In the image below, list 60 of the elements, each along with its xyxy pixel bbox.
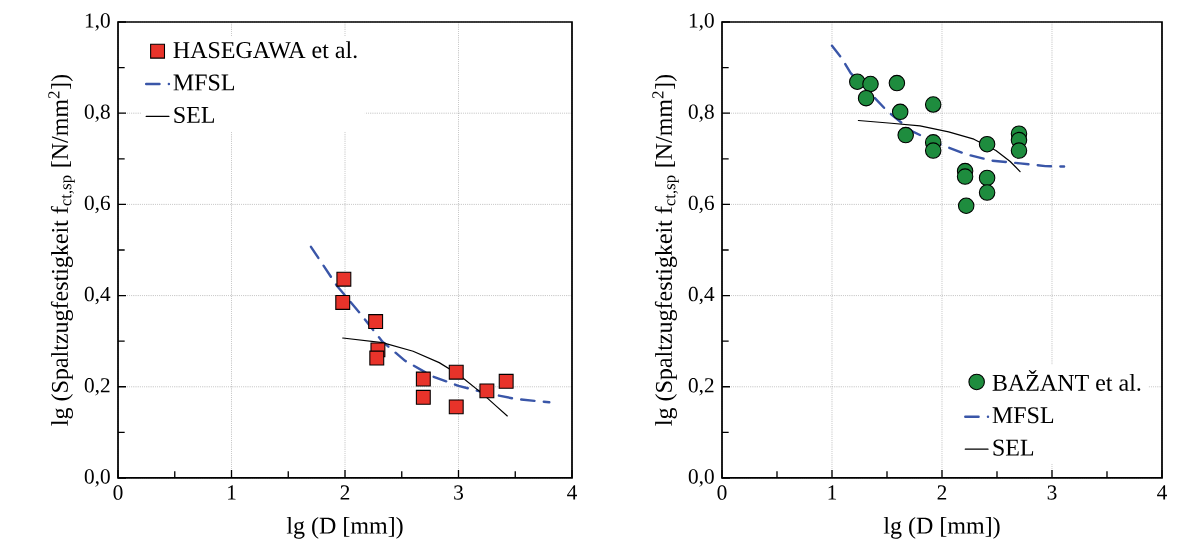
point	[956, 168, 974, 185]
x-tick-label: 4	[567, 485, 577, 500]
x-tick-label: 3	[454, 485, 463, 500]
y-axis-title: lg (Spaltzugfestigkeit f$_{ct,sp}$ [N/mm$^{2}$])	[652, 74, 679, 426]
point	[448, 364, 464, 380]
point	[857, 89, 875, 107]
point	[335, 294, 351, 310]
point	[891, 103, 909, 121]
y-tick-label: 0,6	[688, 195, 714, 214]
legend-label: HASEGAWA et al.	[173, 41, 357, 59]
x-tick-label: 3	[1047, 485, 1057, 500]
y-tick-label: 1,0	[689, 13, 714, 31]
point	[897, 126, 914, 144]
point	[368, 314, 384, 330]
line-series	[857, 119, 1021, 173]
point	[849, 73, 866, 90]
y-axis-title: lg (Spaltzugfestigkeit f$_{ct,sp}$ [N/mm$^{2}$])	[48, 74, 75, 426]
line-series	[309, 245, 551, 404]
x-axis-title: lg (D [mm])	[883, 516, 1000, 539]
point	[498, 373, 514, 389]
x-tick-label: 2	[937, 485, 947, 500]
point	[957, 197, 975, 215]
point	[369, 350, 385, 366]
legend-label: SEL	[993, 439, 1034, 456]
y-tick-label: 0,8	[84, 104, 110, 122]
point	[888, 74, 906, 92]
point	[978, 184, 996, 201]
point	[924, 142, 942, 159]
point	[479, 383, 495, 399]
y-tick-label: 0,8	[688, 104, 714, 122]
x-tick-label: 0	[113, 485, 123, 500]
y-tick-label: 0,6	[84, 195, 110, 214]
x-axis-title: lg (D [mm])	[286, 516, 403, 539]
point	[978, 135, 996, 153]
y-tick-label: 0,2	[688, 378, 714, 396]
point	[924, 96, 942, 113]
point	[978, 169, 996, 187]
point	[415, 371, 431, 387]
y-tick-label: 0,2	[84, 378, 110, 396]
point	[1010, 142, 1028, 159]
legend-label: BAŽANT et al.	[992, 370, 1141, 391]
legend-label: MFSL	[173, 74, 235, 91]
x-tick-label: 4	[1157, 485, 1167, 500]
x-tick-label: 1	[828, 485, 837, 500]
x-tick-label: 0	[717, 485, 727, 500]
legend-label: SEL	[174, 106, 215, 123]
point	[862, 75, 879, 93]
x-tick-label: 1	[228, 485, 236, 500]
y-tick-label: 0,0	[84, 469, 110, 487]
y-tick-label: 0,0	[688, 469, 714, 487]
line-series	[342, 337, 508, 417]
y-tick-label: 0,4	[84, 286, 111, 305]
y-tick-label: 1,0	[85, 13, 110, 31]
line-series	[830, 44, 1066, 168]
x-tick-label: 2	[340, 485, 350, 500]
y-tick-label: 0,4	[688, 286, 715, 305]
legend-label: MFSL	[992, 407, 1054, 424]
point	[448, 399, 464, 415]
point	[415, 389, 431, 405]
point	[336, 271, 352, 287]
